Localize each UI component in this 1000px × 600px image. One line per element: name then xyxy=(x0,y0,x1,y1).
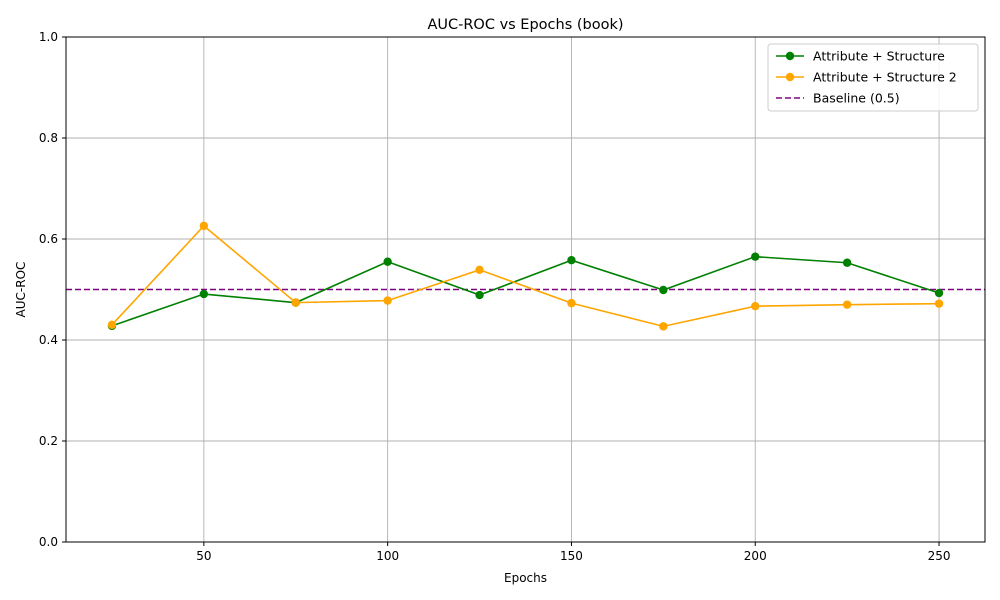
x-tick-label: 200 xyxy=(744,549,767,563)
legend-label: Attribute + Structure xyxy=(813,49,945,64)
legend-item: Baseline (0.5) xyxy=(776,91,900,106)
series-line xyxy=(111,255,940,327)
data-point xyxy=(475,290,484,300)
data-point xyxy=(567,298,576,308)
legend-marker xyxy=(785,72,795,82)
plot-frame xyxy=(65,36,986,543)
data-point xyxy=(383,257,392,266)
legend-label: Attribute + Structure 2 xyxy=(813,70,957,85)
legend-item: Attribute + Structure xyxy=(776,49,945,64)
x-tick-label: 150 xyxy=(560,549,583,563)
legend-item: Attribute + Structure 2 xyxy=(776,70,957,85)
data-point xyxy=(659,285,668,295)
data-point xyxy=(934,288,944,298)
data-point xyxy=(842,258,852,267)
legend: Attribute + Structure Attribute + Structu… xyxy=(767,43,979,112)
y-tick-label: 0.2 xyxy=(39,434,58,448)
x-tick-label: 250 xyxy=(928,549,951,563)
data-point xyxy=(199,221,209,231)
legend-box xyxy=(767,43,979,112)
y-tick-label: 0.4 xyxy=(39,333,58,347)
x-axis-label: Epochs xyxy=(504,571,547,585)
y-tick-label: 0.6 xyxy=(39,232,58,246)
data-point xyxy=(567,256,576,265)
data-point xyxy=(934,299,944,308)
legend-label: Baseline (0.5) xyxy=(813,91,900,106)
data-point xyxy=(107,320,117,330)
series-line xyxy=(111,224,940,328)
data-point xyxy=(475,265,484,275)
series-2 xyxy=(107,221,944,331)
y-axis-label: AUC-ROC xyxy=(14,262,28,318)
y-tick-label: 0.8 xyxy=(39,131,58,145)
y-tick-label: 0.0 xyxy=(39,535,58,549)
x-tick-label: 50 xyxy=(196,549,211,563)
x-tick-label: 100 xyxy=(376,549,399,563)
legend-marker xyxy=(785,51,795,61)
data-point xyxy=(751,252,760,261)
series-layer xyxy=(107,221,944,331)
data-point xyxy=(751,301,760,311)
data-point xyxy=(842,300,852,309)
chart-title: AUC-ROC vs Epochs (book) xyxy=(427,17,623,33)
y-tick-label: 1.0 xyxy=(39,30,58,44)
ticks: 50 100 150 200 250 0.0 0.2 0.4 0.6 0.8 1.0 xyxy=(39,30,951,563)
data-point xyxy=(383,296,392,305)
data-point xyxy=(291,298,300,307)
data-point xyxy=(659,322,668,331)
data-point xyxy=(199,289,209,299)
